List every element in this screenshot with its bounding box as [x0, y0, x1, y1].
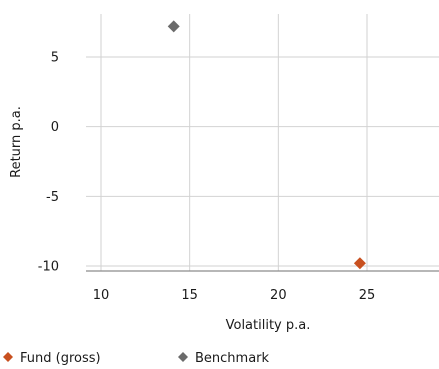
x-tick-label-15: 15	[181, 288, 198, 303]
x-tick-labels: 10 15 20 25	[93, 288, 376, 303]
y-tick-label--5: -5	[46, 190, 59, 205]
y-tick-label--10: -10	[38, 260, 59, 275]
benchmark-legend-marker	[178, 352, 188, 362]
x-tick-label-25: 25	[359, 288, 376, 303]
y-tick-labels: 5 0 -5 -10	[38, 51, 59, 275]
x-tick-label-20: 20	[270, 288, 287, 303]
fund-gross-point	[353, 257, 366, 270]
y-axis-title: Return p.a.	[9, 106, 24, 178]
legend: Fund (gross) Benchmark	[3, 351, 270, 366]
grid-lines	[86, 14, 439, 271]
y-tick-label-5: 5	[51, 51, 59, 66]
y-tick-label-0: 0	[51, 120, 59, 135]
benchmark-point	[167, 20, 180, 33]
x-axis-title: Volatility p.a.	[226, 318, 311, 333]
fund-gross-legend-label: Fund (gross)	[20, 351, 101, 366]
benchmark-legend-label: Benchmark	[195, 351, 270, 366]
fund-gross-legend-marker	[3, 352, 13, 362]
x-tick-label-10: 10	[93, 288, 110, 303]
data-points	[167, 20, 366, 270]
